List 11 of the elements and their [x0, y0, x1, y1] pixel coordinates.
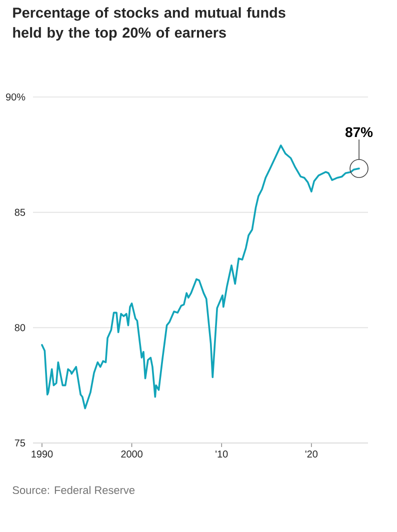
x-tick-label: '10	[216, 450, 228, 458]
y-tick-label: 80	[14, 324, 26, 332]
source-note: Source: Federal Reserve	[12, 486, 135, 494]
annotation: 87%	[346, 127, 373, 138]
x-tick-label: '20	[305, 450, 318, 458]
x-tick-label: 1990	[32, 450, 53, 458]
chart-title: Percentage of stocks and mutual funds held by the top 20% of earners	[13, 7, 286, 41]
x-tick-label: 2000	[121, 450, 142, 458]
y-tick-label: 90%	[6, 93, 26, 101]
y-tick-label: 85	[14, 208, 26, 216]
y-tick-label: 75	[14, 440, 26, 446]
